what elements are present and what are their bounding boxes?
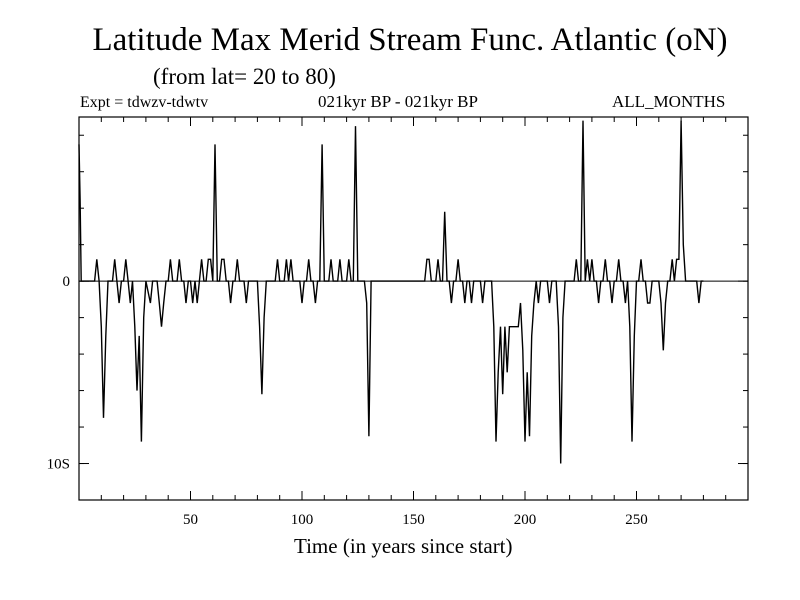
y-tick-label: 10S — [47, 457, 70, 473]
chart-title: Latitude Max Merid Stream Func. Atlantic… — [92, 22, 728, 58]
x-tick-label: 250 — [625, 512, 648, 528]
x-tick-label: 50 — [183, 512, 198, 528]
y-tick-label: 0 — [63, 274, 71, 290]
experiment-label: Expt = tdwzv-tdwtv — [80, 94, 209, 111]
tick-labels: 50 100 150 200 250 0 10S — [47, 274, 648, 528]
x-axis-label: Time (in years since start) — [294, 534, 513, 558]
months-label: ALL_MONTHS — [612, 92, 726, 111]
axis-ticks — [79, 117, 748, 500]
x-tick-label: 150 — [402, 512, 425, 528]
x-tick-label: 100 — [291, 512, 314, 528]
plot-frame — [78, 116, 749, 501]
x-tick-label: 200 — [514, 512, 537, 528]
chart-subtitle: (from lat= 20 to 80) — [153, 64, 336, 89]
period-label: 021kyr BP - 021kyr BP — [318, 92, 478, 111]
series-line — [78, 120, 704, 464]
